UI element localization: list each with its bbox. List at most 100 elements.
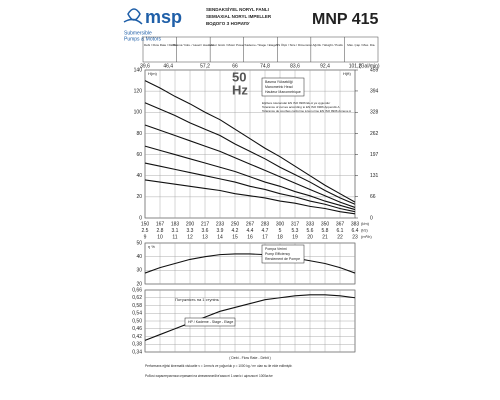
y-tick-label: 120: [134, 88, 143, 94]
y-tick-label: 0,66: [132, 287, 142, 293]
frequency: 50: [232, 69, 246, 84]
model: MNP 415: [312, 11, 379, 28]
flow-label: 300: [276, 221, 285, 227]
header-line: SENDAKSİYEL NORYL FANLI: [206, 6, 269, 12]
curve: [144, 179, 356, 215]
legend-box: [261, 244, 305, 264]
y2-tick-label: 394: [370, 88, 379, 94]
legend-box: [261, 77, 305, 97]
table-cell: Kademe / Stage / Etage: [245, 43, 277, 47]
flow-unit: (l/s): [361, 228, 368, 233]
curve: [144, 124, 356, 208]
gpm-label: 83,6: [290, 63, 300, 69]
table-cell: Basma Yüks. / Head / Hauteur: [173, 43, 213, 47]
y2-tick-label: 328: [370, 110, 379, 116]
y-tick-label: 100: [134, 110, 143, 116]
curve: [144, 253, 356, 274]
flow-label: 383: [351, 221, 360, 227]
note: Tolérance de courbes conforme à la norme…: [262, 109, 351, 113]
x-axis-label: ( Debi - Flow Rate - Débit ): [229, 356, 271, 360]
flow-label: 3.6: [202, 228, 209, 234]
y-axis-label: η %: [148, 244, 155, 249]
y2-tick-label: 197: [370, 152, 379, 158]
frequency: Hz: [232, 82, 248, 97]
flow-label: 22: [337, 234, 343, 240]
logo-sub: Submersible: [124, 30, 152, 36]
flow-label: 23: [352, 234, 358, 240]
flow-label: 4.2: [232, 228, 239, 234]
flow-label: 233: [216, 221, 225, 227]
gpm-unit: (Gal/min): [359, 63, 380, 69]
flow-label: 6.1: [337, 228, 344, 234]
flow-label: 5: [279, 228, 282, 234]
flow-label: 2.8: [157, 228, 164, 234]
legend-text: Hauteur Manometrique: [265, 90, 301, 94]
flow-label: 10: [157, 234, 163, 240]
flow-unit: (m³/h): [361, 234, 372, 239]
flow-label: 267: [246, 221, 255, 227]
flow-label: 3.3: [187, 228, 194, 234]
flow-label: 15: [232, 234, 238, 240]
flow-label: 150: [141, 221, 150, 227]
y-tick-label: 0,38: [132, 342, 142, 348]
flow-label: 18: [277, 234, 283, 240]
flow-label: 283: [261, 221, 270, 227]
gpm-label: 39,6: [140, 63, 150, 69]
flow-label: 5.3: [292, 228, 299, 234]
flow-label: 2.5: [142, 228, 149, 234]
y-tick-label: 0,58: [132, 303, 142, 309]
legend-box: [184, 317, 236, 327]
y-tick-label: 0,54: [132, 311, 142, 317]
curve: [144, 102, 356, 205]
y-tick-label: 40: [136, 173, 142, 179]
footnote: Performans eğrisi kinematik viskozite v …: [145, 364, 293, 368]
flow-label: 217: [201, 221, 210, 227]
y2-axis-label: H(ft): [343, 71, 351, 76]
flow-label: 183: [171, 221, 180, 227]
legend-text: Basma Yüksekliği: [265, 80, 293, 84]
y2-tick-label: 131: [370, 173, 379, 179]
flow-label: 3.9: [217, 228, 224, 234]
y2-tick-label: 0: [370, 215, 373, 221]
y-tick-label: 0,34: [132, 349, 142, 355]
annotation: Потужність на 1 ступінь: [175, 297, 219, 302]
gpm-label: 46,4: [163, 63, 173, 69]
gpm-label: 74,8: [260, 63, 270, 69]
legend-text: HP / Kademe - Stage - Etage: [188, 320, 233, 324]
y-tick-label: 0,42: [132, 334, 142, 340]
legend-text: Manometric Head: [265, 85, 293, 89]
legend-text: Pump Efficiency: [265, 252, 290, 256]
flow-label: 5.8: [322, 228, 329, 234]
curve: [144, 145, 356, 211]
flow-label: 167: [156, 221, 165, 227]
flow-label: 14: [217, 234, 223, 240]
legend-text: Pompa Verimi: [265, 247, 287, 251]
logo-icon: [123, 8, 143, 25]
y-tick-label: 50: [136, 240, 142, 246]
y-tick-label: 0,46: [132, 326, 142, 332]
flow-label: 13: [202, 234, 208, 240]
header-line: ВОДОГО З НОРИЛУ: [206, 21, 250, 26]
y-tick-label: 30: [136, 268, 142, 274]
table-cell: Debi / Flow Rate / Débit: [144, 43, 176, 47]
y2-tick-label: 262: [370, 131, 379, 137]
table-frame: [142, 36, 379, 63]
table-cell: Max. Çap / Max. Dia.: [347, 43, 375, 47]
note: Eğrilere toleranslar EN ISO 9906 Ek-A ya…: [262, 101, 330, 105]
table-cell: NS Ölçü / Size / Dimension: [276, 43, 313, 47]
y-axis-label: H(m): [148, 71, 158, 76]
flow-label: 19: [292, 234, 298, 240]
note: Tolerance of curves according to EN ISO …: [262, 105, 340, 109]
flow-label: 5.6: [307, 228, 314, 234]
y-tick-label: 140: [134, 67, 143, 73]
flow-label: 12: [187, 234, 193, 240]
flow-label: 20: [307, 234, 313, 240]
y-tick-label: 60: [136, 152, 142, 158]
logo-sub: Pumps & Motors: [124, 36, 161, 42]
flow-label: 21: [322, 234, 328, 240]
y2-tick-label: 66: [370, 194, 376, 200]
flow-unit: (l/m): [361, 221, 370, 226]
header-line: SEMIAXIAL NORYL IMPELLER: [206, 14, 272, 19]
y-tick-label: 0,50: [132, 318, 142, 324]
